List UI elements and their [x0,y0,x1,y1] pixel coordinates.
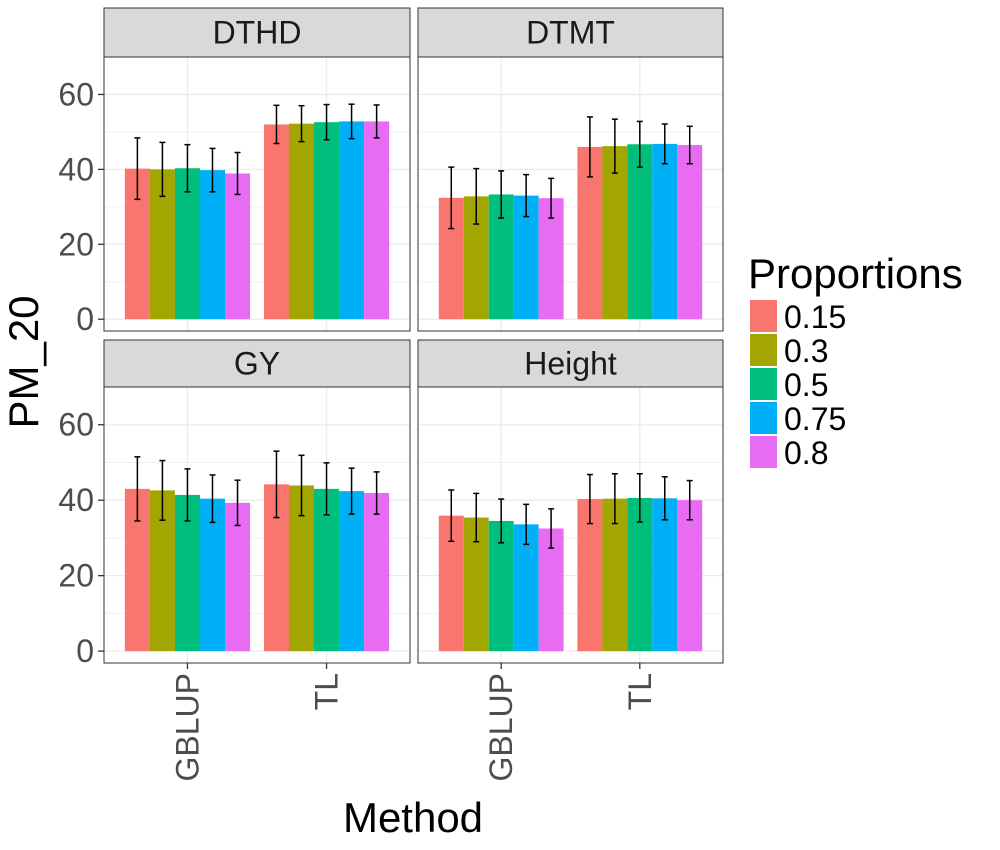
bar [364,121,390,320]
panel-title: DTHD [213,15,302,51]
y-tick-label: 20 [58,226,94,262]
panel-border [103,56,411,332]
panel-dthd: DTHD 0 20 40 60 [58,7,411,337]
bar [513,524,539,652]
x-tick-label: TL [622,673,658,710]
bar [339,491,365,652]
bar [339,121,365,320]
bar [677,500,703,652]
y-tick-label: 40 [58,151,94,187]
panel-title: DTMT [526,15,615,51]
bar [652,143,678,320]
y-tick-label: 40 [58,482,94,518]
y-tick-label: 60 [58,407,94,443]
bar [314,122,340,320]
bar [364,493,390,652]
panel-border [103,386,411,664]
legend-label: 0.75 [784,401,846,437]
panel-border [417,56,724,332]
legend-label: 0.8 [784,435,828,471]
legend-key [750,402,777,434]
bar [199,170,226,320]
bar [174,168,200,320]
panel-border [417,386,724,664]
panel-strip [103,339,411,388]
legend-key [750,334,777,366]
y-tick-label: 20 [58,558,94,594]
bar [199,498,226,652]
panel-height: Height GBLUP TL [417,339,724,781]
legend-key [750,300,777,332]
legend-label: 0.5 [784,367,828,403]
panel-gy: GY 0 20 40 60 GBLUP TL [58,339,411,781]
x-axis-title: Method [343,794,483,841]
panel-title: GY [234,346,280,382]
x-tick-label: GBLUP [483,673,519,781]
bar [288,123,315,320]
bar [677,145,703,320]
bar [538,528,564,652]
bar [627,497,653,652]
y-tick-label: 0 [76,301,94,337]
panel-strip [417,7,724,58]
panel-title: Height [524,346,617,382]
legend-label: 0.3 [784,333,828,369]
x-tick-label: GBLUP [169,673,205,781]
panel-strip [417,339,724,388]
legend-label: 0.15 [784,299,846,335]
y-tick-label: 60 [58,76,94,112]
legend-key [750,368,777,400]
x-tick-label: TL [309,673,345,710]
y-tick-label: 0 [76,633,94,669]
y-axis-title: PM_20 [0,295,47,428]
panel-dtmt: DTMT [417,7,724,332]
bar [263,124,289,320]
bar [225,173,251,320]
panels: DTHD 0 20 40 60 DTMT GY 0 20 40 60 GBLUP TL Height GBL… [58,7,724,781]
bar [225,502,251,652]
legend-title: Proportions [748,250,963,297]
bar [577,499,603,652]
bar [602,146,628,320]
bar [627,144,653,320]
bar [314,488,340,652]
panel-strip [103,7,411,58]
legend: 0.150.30.50.750.8 [750,299,846,471]
legend-key [750,436,777,468]
bar [652,498,678,652]
